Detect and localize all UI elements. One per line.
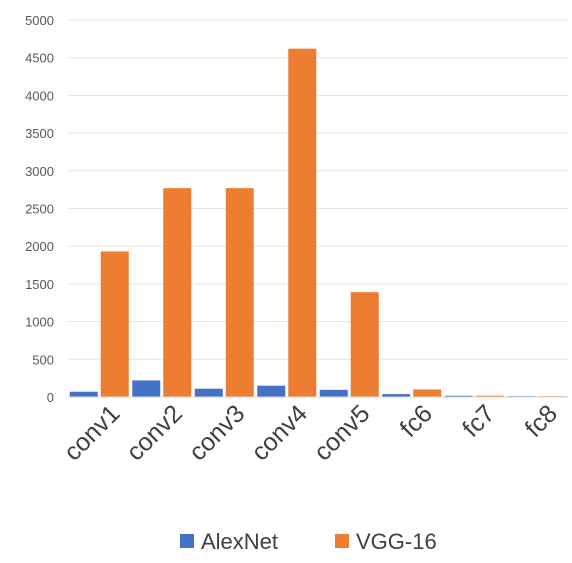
bar-vgg-16-fc6 [413,389,442,397]
y-tick-label: 1000 [25,315,54,330]
legend-label: VGG-16 [356,529,437,554]
y-tick-label: 2500 [25,202,54,217]
x-tick-label: conv3 [184,399,251,466]
bar-alexnet-conv3 [194,388,223,397]
y-axis-ticks: 0 500 1000 1500 2000 2500 3000 3500 4000 4500 5000 [25,13,54,405]
bar-alexnet-fc7 [444,395,473,397]
y-tick-label: 3500 [25,126,54,141]
x-tick-label: conv2 [121,399,188,466]
bar-vgg-16-conv3 [225,188,254,397]
bar-alexnet-conv1 [69,391,98,397]
y-tick-label: 500 [32,352,54,367]
x-tick-label: conv1 [59,399,126,466]
x-tick-label: fc7 [457,399,500,442]
legend-swatch-vgg-16 [335,534,349,548]
bar-alexnet-conv2 [132,380,161,397]
legend-swatch-alexnet [180,534,194,548]
y-tick-label: 2000 [25,239,54,254]
bar-vgg-16-conv5 [350,292,379,397]
legend: AlexNet VGG-16 [180,529,437,554]
y-tick-label: 3000 [25,164,54,179]
y-tick-label: 4500 [25,51,54,66]
bar-vgg-16-conv1 [100,251,129,397]
bar-alexnet-conv4 [257,385,286,397]
bars [69,48,567,397]
bar-vgg-16-fc7 [475,395,504,397]
y-tick-label: 1500 [25,277,54,292]
x-tick-label: conv5 [309,399,376,466]
bar-vgg-16-conv4 [288,48,317,397]
bar-alexnet-conv5 [319,389,348,397]
y-tick-label: 5000 [25,13,54,28]
bar-vgg-16-conv2 [163,188,192,397]
x-tick-label: fc8 [520,399,563,442]
y-tick-label: 4000 [25,88,54,103]
y-tick-label: 0 [47,390,54,405]
x-tick-label: fc6 [395,399,438,442]
bar-alexnet-fc6 [382,394,411,397]
gridlines [68,19,568,360]
x-tick-label: conv4 [246,399,313,466]
legend-label: AlexNet [201,529,278,554]
